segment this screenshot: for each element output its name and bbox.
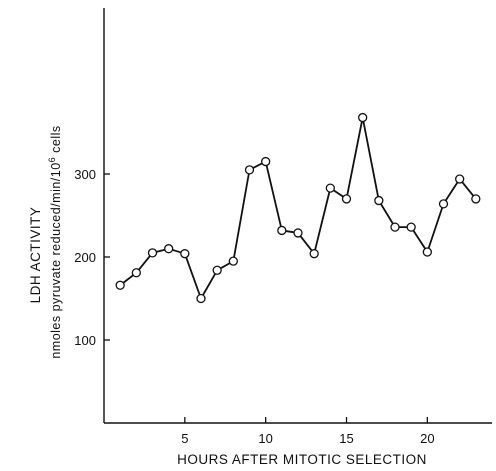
data-point [374, 195, 384, 206]
data-point [147, 248, 158, 258]
data-point [341, 194, 352, 204]
data-point [115, 280, 125, 290]
y-tick-label: 200 [74, 250, 96, 265]
y-axis-label-line2: nmoles pyruvate reduced/min/106 cells [47, 125, 63, 358]
y-axis-label-main: nmoles pyruvate reduced/min/10 [49, 162, 63, 358]
data-point [244, 165, 255, 175]
data-point [390, 222, 400, 232]
x-axis-label: HOURS AFTER MITOTIC SELECTION [177, 452, 427, 467]
data-point [293, 228, 303, 238]
data-point [180, 249, 190, 259]
data-point [438, 199, 449, 209]
data-point [325, 183, 335, 193]
axes [103, 8, 492, 424]
x-tick-label: 10 [258, 431, 272, 446]
data-point [455, 174, 465, 184]
x-tick-label: 15 [339, 431, 353, 446]
data-point [131, 268, 141, 278]
data-point [261, 156, 271, 167]
data-point [422, 247, 432, 257]
series-line [119, 116, 477, 300]
data-point [196, 293, 206, 304]
data-point [212, 265, 222, 275]
y-axis-label-sup: 6 [47, 157, 57, 163]
y-tick-label: 300 [74, 167, 96, 182]
y-axis-label-line1: LDH ACTIVITY [28, 207, 43, 304]
data-point [309, 249, 319, 259]
y-axis-label-tail: cells [49, 125, 63, 156]
data-point [228, 256, 238, 266]
data-point [406, 222, 416, 232]
data-point [164, 244, 174, 254]
x-tick-label: 20 [420, 431, 434, 446]
data-series [115, 112, 481, 304]
x-ticks: 5 10 15 20 [181, 417, 435, 446]
y-ticks: 100 200 300 [74, 167, 110, 348]
data-point [277, 225, 287, 236]
data-point [358, 112, 368, 123]
data-point [471, 194, 481, 204]
y-tick-label: 100 [74, 333, 96, 348]
x-tick-label: 5 [181, 431, 188, 446]
